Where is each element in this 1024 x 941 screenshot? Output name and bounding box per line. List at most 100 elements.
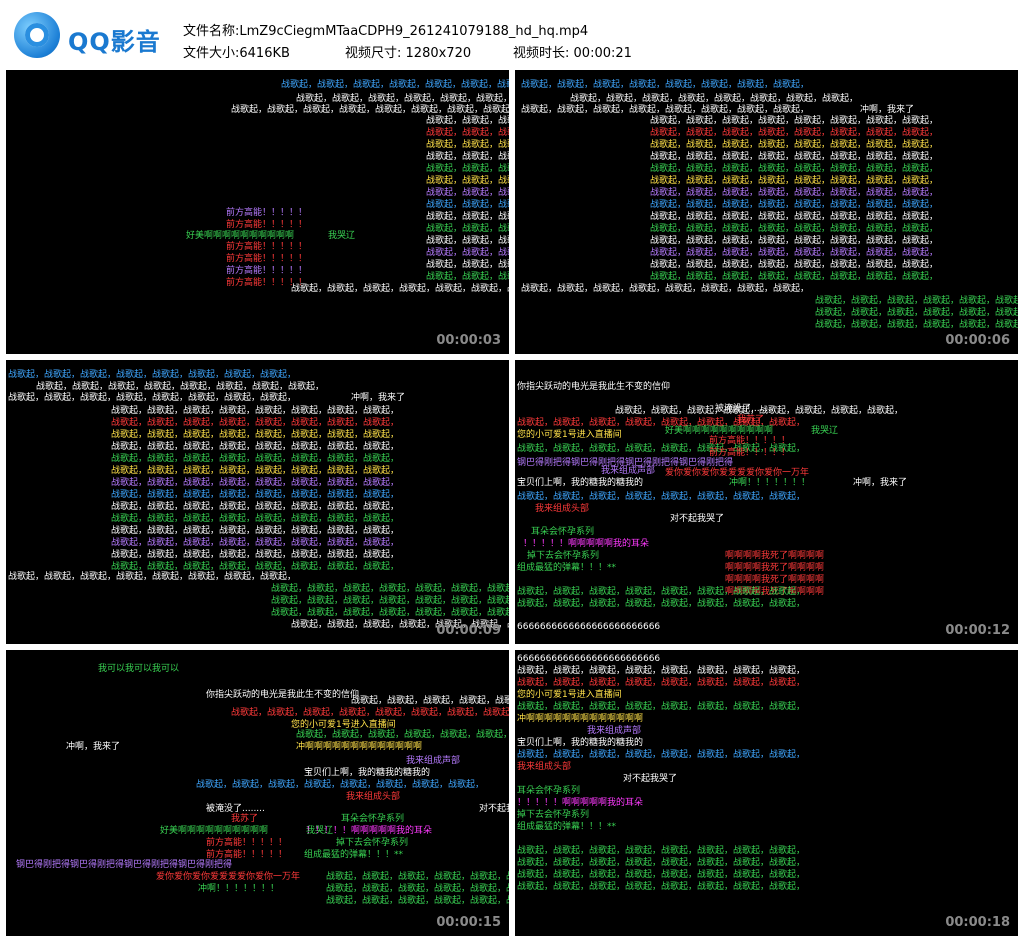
danmaku-comment: 冲啊！！！！！！！	[729, 478, 811, 488]
danmaku-comment: 战歌起，战歌起，战歌起，战歌起，战歌起，战歌起，战歌起，战歌起，	[517, 678, 806, 688]
thumbnail-frame[interactable]: 战歌起，战歌起，战歌起，战歌起，战歌起，战歌起，战歌起，战歌起，战歌起，战歌起，…	[6, 70, 509, 354]
danmaku-comment: 组成最猛的弹幕！！！**	[517, 563, 617, 573]
thumbnail-frame[interactable]: 6666666666666666666666666 战歌起，战歌起，战歌起，战歌起…	[515, 650, 1018, 936]
danmaku-comment: ！！！！！啊啊啊啊啊我的耳朵	[523, 539, 650, 549]
thumbnail-timestamp: 00:00:09	[436, 623, 501, 638]
danmaku-comment: 战歌起，战歌起，战歌起，战歌起，战歌起，战歌起，战歌起，战歌起，	[111, 430, 400, 440]
danmaku-comment: 耳朵会怀孕系列	[517, 786, 581, 796]
danmaku-comment: 战歌起，战歌起，战歌起，战歌起，战歌起，战歌起，战歌起，战歌起，	[111, 442, 400, 452]
thumbnail-frame[interactable]: 你指尖跃动的电光是我此生不变的信仰 战歌起，战歌起，战歌起，战歌起，战歌起，战歌起…	[515, 360, 1018, 644]
file-name-row: 文件名称:LmZ9cCiegmMTaaCDPH9_261241079188_hd…	[183, 20, 588, 39]
danmaku-comment: 冲啊，我来了	[853, 478, 908, 488]
danmaku-comment: 战歌起，战歌起，战歌起，战歌起，战歌起，战歌起，战歌起，战歌起，	[650, 224, 939, 234]
danmaku-comment: 战歌起，战歌起，战歌起，战歌起，战歌起，战歌起，战歌起，战歌起，	[426, 200, 509, 210]
danmaku-comment: 前方高能！！！！！	[226, 208, 308, 218]
danmaku-comment: 战歌起，战歌起，战歌起，战歌起，战歌起，战歌起，战歌起，战歌起，	[517, 587, 806, 597]
danmaku-comment: 战歌起，战歌起，战歌起，战歌起，战歌起，战歌起，战歌起，战歌起，	[426, 116, 509, 126]
danmaku-comment: 前方高能！！！！！	[206, 838, 288, 848]
danmaku-comment: 前方高能！！！！！	[709, 436, 791, 446]
danmaku-comment: ！！！！！啊啊啊啊啊我的耳朵	[306, 826, 433, 836]
danmaku-comment: ！！！！！啊啊啊啊啊我的耳朵	[517, 798, 644, 808]
danmaku-comment: 战歌起，战歌起，战歌起，战歌起，战歌起，战歌起，战歌起，战歌起，	[351, 696, 509, 706]
danmaku-comment: 战歌起，战歌起，战歌起，战歌起，战歌起，战歌起，战歌起，战歌起，	[517, 846, 806, 856]
danmaku-comment: 战歌起，战歌起，战歌起，战歌起，战歌起，战歌起，战歌起，战歌起，	[231, 105, 509, 115]
danmaku-comment: 钢巴得刚把得钢巴得刚把得钢巴得刚把得钢巴得刚把得	[16, 860, 233, 870]
danmaku-comment: 钢巴得刚把得钢巴得刚把得钢巴得刚把得钢巴得刚把得	[517, 458, 734, 468]
danmaku-comment: 宝贝们上啊，我的糖我的糖我的	[304, 768, 431, 778]
danmaku-comment: 啊啊啊啊我死了啊啊啊啊	[725, 563, 825, 573]
danmaku-comment: 我哭辽	[328, 231, 356, 241]
danmaku-comment: 战歌起，战歌起，战歌起，战歌起，战歌起，战歌起，战歌起，战歌起，	[517, 750, 806, 760]
thumbnail-frame[interactable]: 战歌起，战歌起，战歌起，战歌起，战歌起，战歌起，战歌起，战歌起， 战歌起，战歌起，…	[515, 70, 1018, 354]
danmaku-comment: 我哭辽	[306, 826, 334, 836]
danmaku-comment: 战歌起，战歌起，战歌起，战歌起，战歌起，战歌起，战歌起，战歌起，	[426, 128, 509, 138]
brand-name: QQ影音	[68, 28, 161, 56]
danmaku-comment: 战歌起，战歌起，战歌起，战歌起，战歌起，战歌起，战歌起，战歌起，	[517, 418, 806, 428]
danmaku-comment: 前方高能！！！！！	[709, 448, 791, 458]
danmaku-comment: 爱你爱你爱你爱爱爱爱你爱你一万年	[665, 468, 810, 478]
danmaku-comment: 对不起我哭了	[479, 804, 509, 814]
danmaku-comment: 我来组成声部	[601, 466, 656, 476]
danmaku-comment: 战歌起，战歌起，战歌起，战歌起，战歌起，战歌起，战歌起，战歌起，	[650, 188, 939, 198]
file-name-value: LmZ9cCiegmMTaaCDPH9_261241079188_hd_hq.m…	[239, 24, 589, 39]
video-dims-row: 视频尺寸: 1280x720	[345, 42, 471, 61]
danmaku-comment: 战歌起，战歌起，战歌起，战歌起，战歌起，战歌起，战歌起，战歌起，	[650, 272, 939, 282]
danmaku-comment: 我来组成头部	[346, 792, 401, 802]
danmaku-comment: 战歌起，战歌起，战歌起，战歌起，战歌起，战歌起，战歌起，战歌起，	[517, 870, 806, 880]
danmaku-comment: 战歌起，战歌起，战歌起，战歌起，战歌起，战歌起，战歌起，战歌起，	[111, 538, 400, 548]
danmaku-comment: 战歌起，战歌起，战歌起，战歌起，战歌起，战歌起，战歌起，战歌起，	[291, 284, 509, 294]
danmaku-comment: 被淹没了........	[206, 804, 265, 814]
danmaku-comment: 战歌起，战歌起，战歌起，战歌起，战歌起，战歌起，战歌起，战歌起，	[271, 608, 509, 618]
danmaku-comment: 组成最猛的弹幕！！！**	[304, 850, 404, 860]
danmaku-comment: 前方高能！！！！！	[226, 254, 308, 264]
thumbnail-frame[interactable]: 战歌起，战歌起，战歌起，战歌起，战歌起，战歌起，战歌起，战歌起， 战歌起，战歌起，…	[6, 360, 509, 644]
danmaku-comment: 战歌起，战歌起，战歌起，战歌起，战歌起，战歌起，战歌起，战歌起，	[271, 596, 509, 606]
video-duration-row: 视频时长: 00:00:21	[513, 42, 632, 61]
danmaku-comment: 组成最猛的弹幕！！！**	[517, 822, 617, 832]
danmaku-comment: 你指尖跃动的电光是我此生不变的信仰	[206, 690, 360, 700]
danmaku-comment: 战歌起，战歌起，战歌起，战歌起，战歌起，战歌起，战歌起，战歌起，	[36, 382, 325, 392]
danmaku-comment: 战歌起，战歌起，战歌起，战歌起，战歌起，战歌起，战歌起，战歌起，	[815, 320, 1018, 330]
danmaku-comment: 战歌起，战歌起，战歌起，战歌起，战歌起，战歌起，战歌起，战歌起，	[815, 308, 1018, 318]
danmaku-comment: 冲啊，我来了	[860, 105, 915, 115]
thumbnail-frame[interactable]: 我可以我可以我可以 你指尖跃动的电光是我此生不变的信仰 战歌起，战歌起，战歌起，战歌…	[6, 650, 509, 936]
danmaku-comment: 我苏了	[231, 814, 259, 824]
thumbnail-timestamp: 00:00:06	[945, 333, 1010, 348]
danmaku-comment: 对不起我哭了	[670, 514, 725, 524]
danmaku-comment: 战歌起，战歌起，战歌起，战歌起，战歌起，战歌起，战歌起，战歌起，	[326, 896, 509, 906]
danmaku-comment: 战歌起，战歌起，战歌起，战歌起，战歌起，战歌起，战歌起，战歌起，	[111, 514, 400, 524]
danmaku-comment: 啊啊啊啊我死了啊啊啊啊	[725, 575, 825, 585]
danmaku-comment: 耳朵会怀孕系列	[341, 814, 405, 824]
danmaku-comment: 掉下去会怀孕系列	[517, 810, 590, 820]
danmaku-comment: 战歌起，战歌起，战歌起，战歌起，战歌起，战歌起，战歌起，战歌起，	[521, 80, 810, 90]
danmaku-comment: 战歌起，战歌起，战歌起，战歌起，战歌起，战歌起，战歌起，战歌起，	[650, 260, 939, 270]
danmaku-comment: 掉下去会怀孕系列	[527, 551, 600, 561]
danmaku-comment: 战歌起，战歌起，战歌起，战歌起，战歌起，战歌起，战歌起，战歌起，	[426, 224, 509, 234]
video-duration-value: 00:00:21	[573, 46, 632, 61]
danmaku-comment: 好美啊啊啊啊啊啊啊啊啊啊	[665, 426, 774, 436]
danmaku-comment: 战歌起，战歌起，战歌起，战歌起，战歌起，战歌起，战歌起，战歌起，	[111, 562, 400, 572]
danmaku-comment: 战歌起，战歌起，战歌起，战歌起，战歌起，战歌起，战歌起，战歌起，	[291, 620, 509, 630]
danmaku-comment: 我苏了	[737, 415, 765, 425]
danmaku-comment: 战歌起，战歌起，战歌起，战歌起，战歌起，战歌起，战歌起，战歌起，	[426, 212, 509, 222]
danmaku-comment: 战歌起，战歌起，战歌起，战歌起，战歌起，战歌起，战歌起，战歌起，	[426, 152, 509, 162]
danmaku-comment: 战歌起，战歌起，战歌起，战歌起，战歌起，战歌起，战歌起，战歌起，	[426, 248, 509, 258]
danmaku-comment: 战歌起，战歌起，战歌起，战歌起，战歌起，战歌起，战歌起，战歌起，	[650, 140, 939, 150]
danmaku-comment: 战歌起，战歌起，战歌起，战歌起，战歌起，战歌起，战歌起，战歌起，	[426, 188, 509, 198]
danmaku-comment: 战歌起，战歌起，战歌起，战歌起，战歌起，战歌起，战歌起，战歌起，	[650, 236, 939, 246]
info-header: QQ影音 文件名称:LmZ9cCiegmMTaaCDPH9_2612410791…	[0, 0, 1024, 68]
danmaku-comment: 战歌起，战歌起，战歌起，战歌起，战歌起，战歌起，战歌起，战歌起，	[111, 406, 400, 416]
thumbnail-timestamp: 00:00:18	[945, 915, 1010, 930]
danmaku-comment: 冲啊，我来了	[351, 393, 406, 403]
danmaku-comment: 我来组成头部	[517, 762, 572, 772]
danmaku-comment: 前方高能！！！！！	[226, 266, 308, 276]
thumbnail-timestamp: 00:00:15	[436, 915, 501, 930]
danmaku-comment: 战歌起，战歌起，战歌起，战歌起，战歌起，战歌起，战歌起，战歌起，	[521, 284, 810, 294]
danmaku-comment: 战歌起，战歌起，战歌起，战歌起，战歌起，战歌起，战歌起，战歌起，	[517, 599, 806, 609]
danmaku-comment: 战歌起，战歌起，战歌起，战歌起，战歌起，战歌起，战歌起，战歌起，	[326, 872, 509, 882]
danmaku-comment: 冲啊啊啊啊啊啊啊啊啊啊啊啊啊	[296, 742, 423, 752]
file-size-row: 文件大小:6416KB	[183, 42, 290, 61]
danmaku-comment: 战歌起，战歌起，战歌起，战歌起，战歌起，战歌起，战歌起，战歌起，	[426, 260, 509, 270]
danmaku-comment: 战歌起，战歌起，战歌起，战歌起，战歌起，战歌起，战歌起，战歌起，	[111, 454, 400, 464]
danmaku-comment: 战歌起，战歌起，战歌起，战歌起，战歌起，战歌起，战歌起，战歌起，	[517, 858, 806, 868]
